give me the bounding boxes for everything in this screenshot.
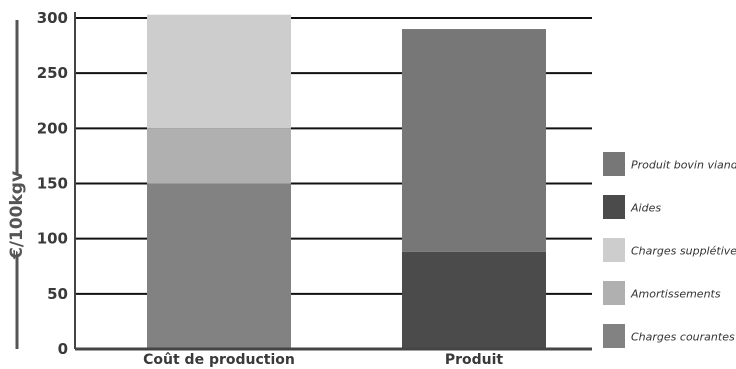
- axes: €/100kgv: [7, 12, 592, 351]
- legend-swatch: [603, 281, 625, 305]
- bars: [147, 14, 546, 349]
- bar-segment: [147, 128, 291, 184]
- y-tick-label: 50: [47, 285, 68, 303]
- bar-segment: [402, 251, 546, 349]
- y-tick-label: 150: [37, 175, 68, 193]
- bar-segment: [402, 29, 546, 252]
- legend-swatch: [603, 195, 625, 219]
- legend-label: Charges courantes: [631, 331, 735, 344]
- x-category-label: Produit: [445, 352, 504, 368]
- y-tick-label: 100: [37, 230, 68, 248]
- bar-segment: [147, 183, 291, 349]
- legend-swatch: [603, 152, 625, 176]
- legend-label: Charges supplétives: [631, 245, 736, 258]
- y-axis-label: €/100kgv: [7, 171, 27, 260]
- bar-segment: [147, 14, 291, 129]
- y-tick-label: 300: [37, 9, 68, 27]
- legend: Produit bovin viande Aides Charges supplét…: [603, 152, 736, 348]
- legend-label: Produit bovin viande: [631, 159, 736, 172]
- legend-label: Aides: [630, 202, 661, 215]
- y-tick-label: 250: [37, 64, 68, 82]
- y-tick-label: 0: [58, 340, 68, 358]
- legend-swatch: [603, 238, 625, 262]
- legend-label: Amortissements: [630, 288, 721, 301]
- y-tick-label: 200: [37, 119, 68, 137]
- y-tick-labels: 0 50 100 150 200 250 300: [37, 9, 68, 358]
- x-category-label: Coût de production: [143, 352, 295, 368]
- legend-swatch: [603, 324, 625, 348]
- x-category-labels: Coût de production Produit: [143, 352, 503, 368]
